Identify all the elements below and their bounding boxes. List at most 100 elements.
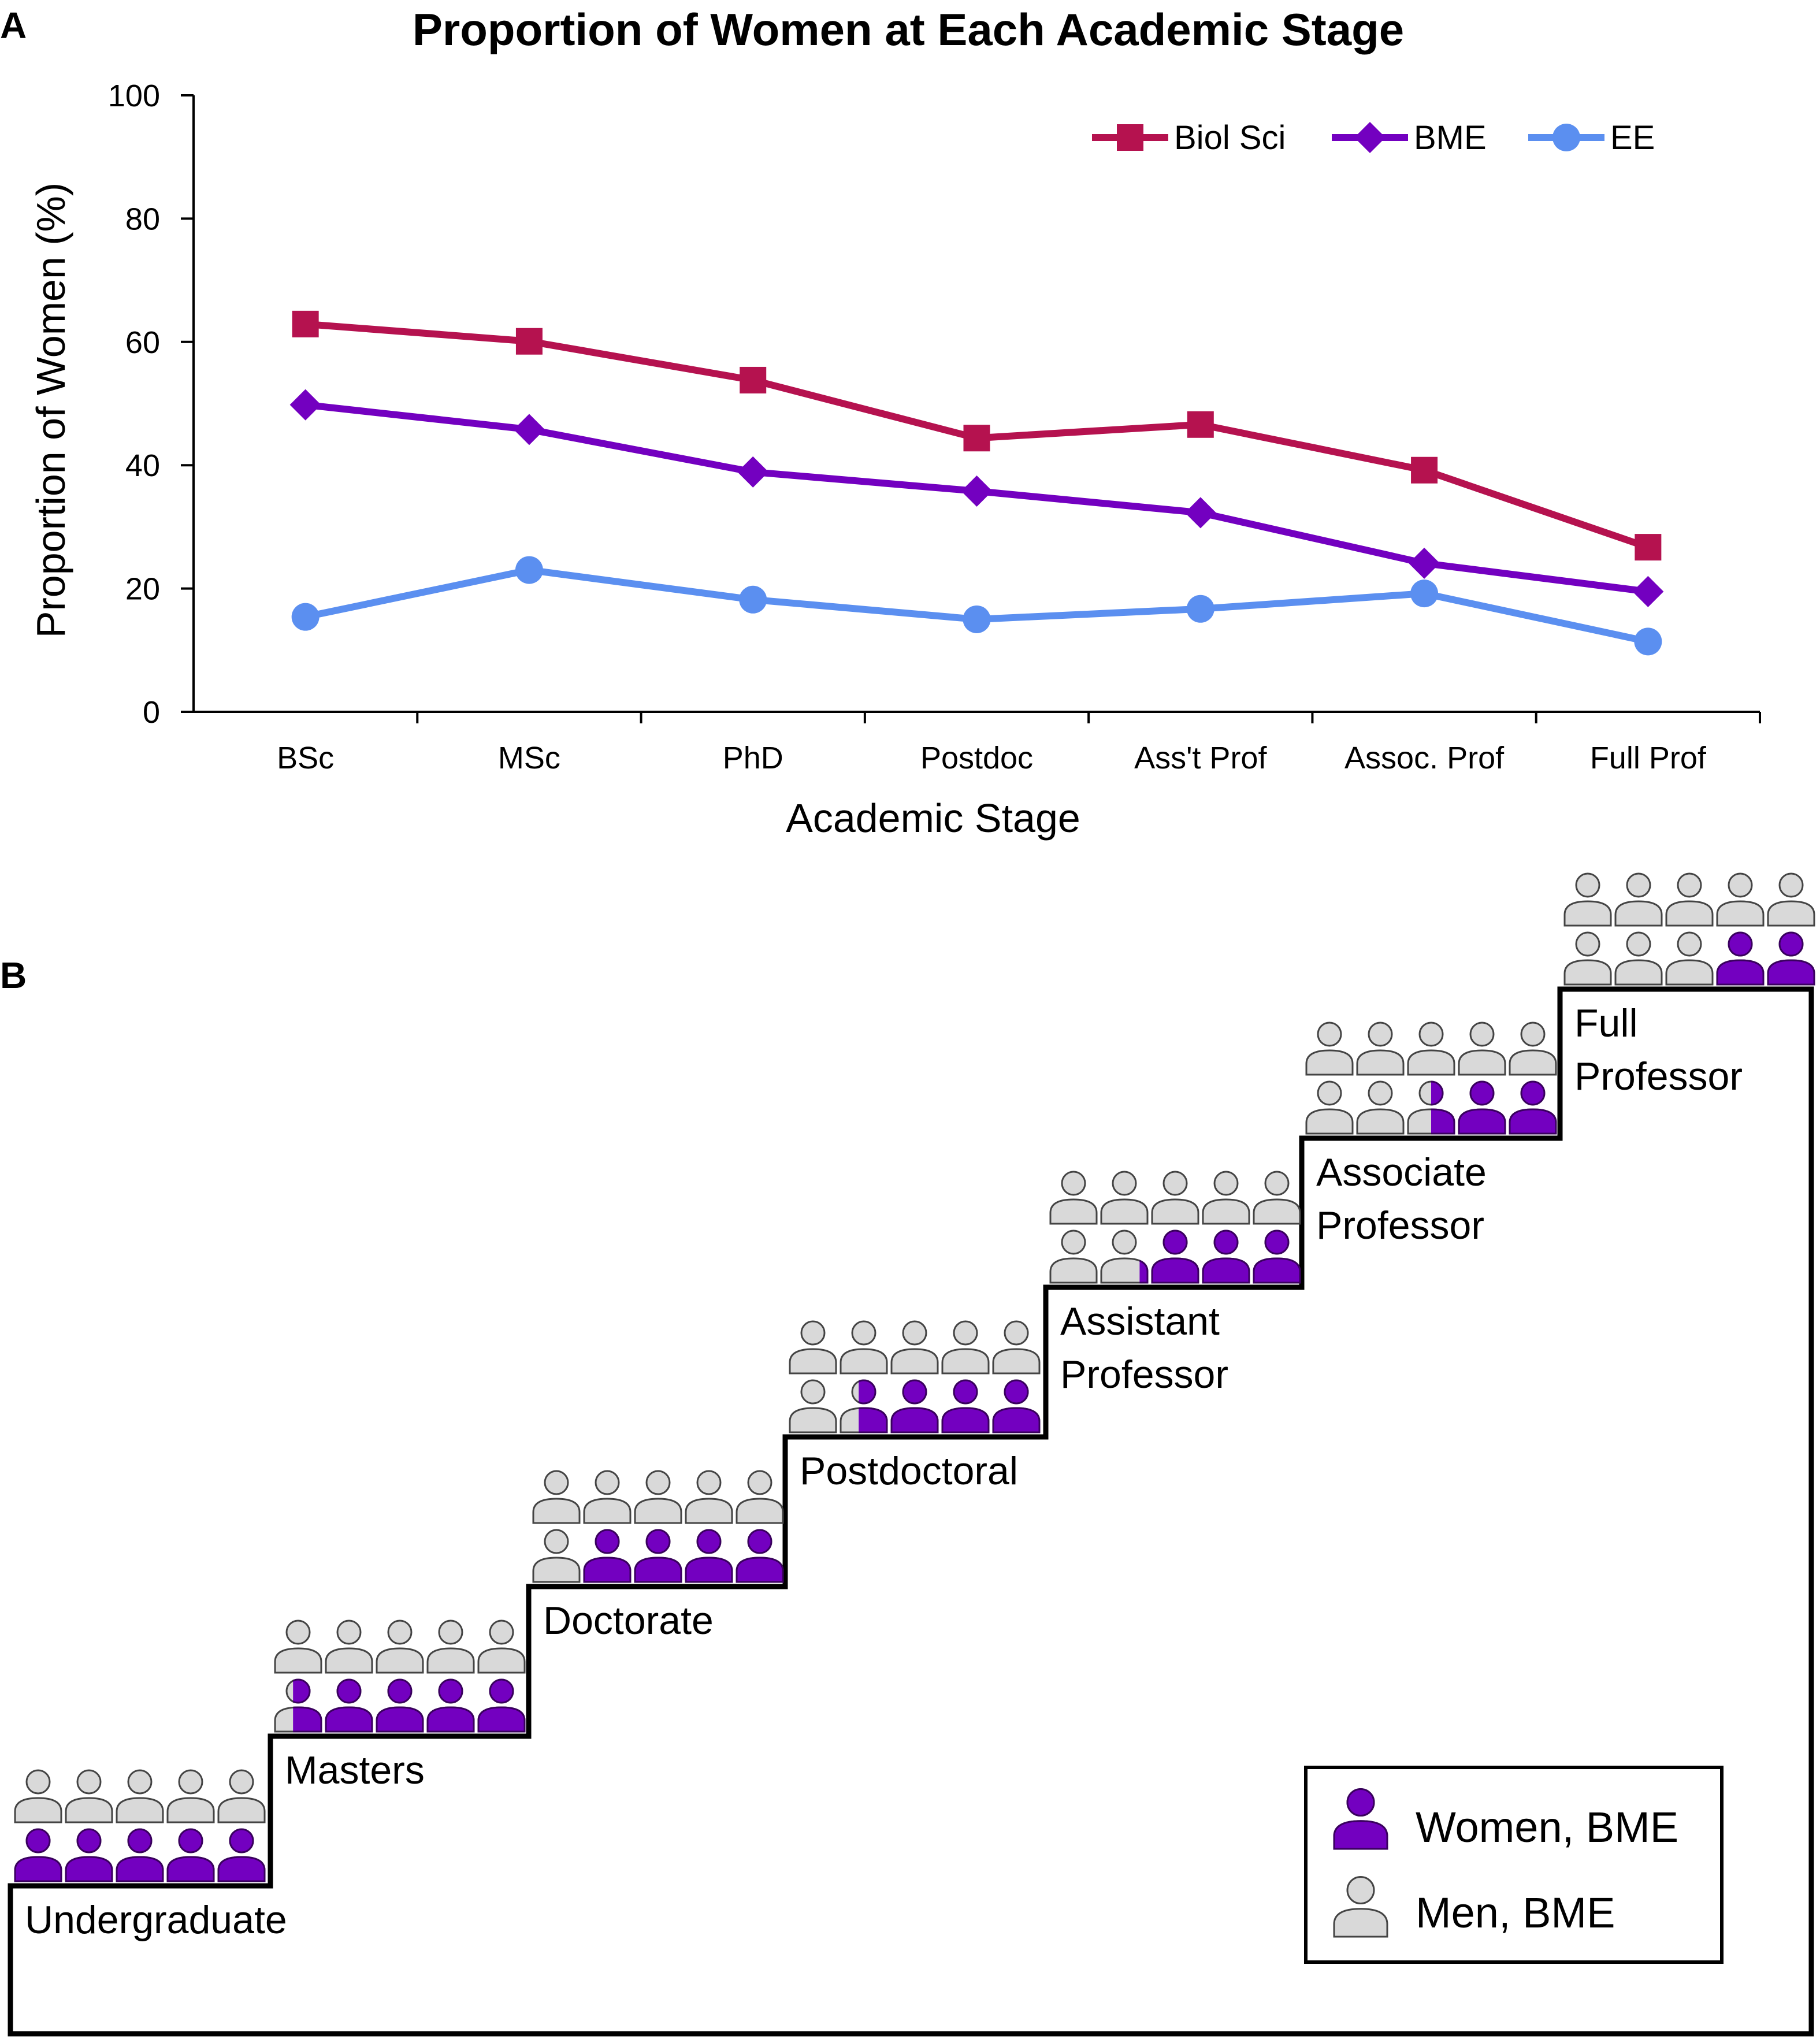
men-person-icon	[890, 1320, 939, 1375]
women-person-icon	[426, 1678, 475, 1733]
men-person-icon	[532, 1529, 581, 1583]
data-point	[963, 605, 991, 633]
men-person-icon	[1665, 931, 1714, 986]
data-point	[1186, 595, 1214, 623]
women-person-icon	[325, 1678, 373, 1733]
stage-step: Associate Professor	[1305, 1021, 1557, 1247]
men-person-icon	[1356, 1021, 1405, 1076]
men-person-icon	[941, 1320, 990, 1375]
y-tick-label: 40	[125, 448, 160, 483]
men-person-icon	[65, 1769, 113, 1823]
men-person-icon	[1665, 872, 1714, 927]
y-tick-label: 60	[125, 325, 160, 360]
legend-women-label: Women, BME	[1416, 1803, 1678, 1851]
men-person-icon	[840, 1320, 888, 1375]
men-person-icon	[1614, 872, 1663, 927]
x-tick-label: MSc	[498, 741, 560, 775]
women-person-icon	[1407, 1080, 1455, 1135]
women-person-icon	[217, 1828, 266, 1882]
x-tick-label: Assoc. Prof	[1344, 741, 1505, 775]
staircase-outline	[8, 986, 1814, 2037]
data-point	[961, 476, 993, 507]
series-ee	[291, 556, 1662, 656]
men-person-icon	[1509, 1021, 1557, 1076]
data-point	[737, 456, 769, 488]
women-person-icon	[840, 1379, 888, 1433]
men-person-icon	[789, 1320, 837, 1375]
women-person-icon	[685, 1529, 733, 1583]
staircase-diagram: Undergraduate Masters Doctorate Postdoctora…	[8, 872, 1815, 2037]
women-person-icon	[14, 1828, 62, 1882]
stage-step: Full Professor	[1563, 872, 1815, 1098]
stage-label: Full	[1574, 1001, 1638, 1045]
stage-label: Doctorate	[543, 1599, 714, 1643]
men-person-icon	[376, 1619, 424, 1674]
legend-marker	[1117, 124, 1143, 151]
legend-label: EE	[1610, 119, 1655, 157]
men-person-icon	[14, 1769, 62, 1823]
men-person-icon	[736, 1470, 784, 1524]
data-point	[513, 414, 545, 445]
women-person-icon	[583, 1529, 632, 1583]
stage-step: Postdoctoral	[789, 1320, 1041, 1493]
data-point	[1632, 575, 1664, 607]
women-person-icon	[274, 1678, 322, 1733]
panel-a-letter: A	[0, 5, 27, 46]
women-person-icon	[1767, 931, 1815, 986]
line-chart: 0 20 40 60 80 100 BSc MSc PhD Postdoc Ass't Prof A…	[28, 79, 1761, 841]
data-point	[1634, 627, 1662, 656]
men-person-icon	[1333, 1876, 1388, 1938]
women-person-icon	[890, 1379, 939, 1433]
women-person-icon	[376, 1678, 424, 1733]
data-point	[515, 556, 543, 584]
panel-b-letter: B	[0, 954, 27, 996]
x-tick-label: Ass't Prof	[1134, 741, 1267, 775]
women-person-icon	[166, 1828, 215, 1882]
x-tick-label: BSc	[277, 741, 334, 775]
legend-label: BME	[1414, 119, 1487, 157]
women-person-icon	[1509, 1080, 1557, 1135]
stage-label: Undergraduate	[25, 1898, 287, 1942]
men-person-icon	[685, 1470, 733, 1524]
women-person-icon	[1253, 1229, 1301, 1284]
data-point	[1411, 456, 1438, 484]
men-person-icon	[1407, 1021, 1455, 1076]
men-person-icon	[274, 1619, 322, 1674]
series-lines	[289, 310, 1664, 656]
data-point	[740, 366, 767, 393]
series-biol-sci	[292, 310, 1662, 561]
stage-label: Postdoctoral	[800, 1449, 1018, 1493]
men-person-icon	[1458, 1021, 1506, 1076]
y-tick-label: 100	[108, 79, 160, 113]
men-person-icon	[583, 1470, 632, 1524]
data-point	[1409, 547, 1440, 579]
men-person-icon	[217, 1769, 266, 1823]
legend-marker	[1552, 124, 1580, 151]
women-person-icon	[1202, 1229, 1250, 1284]
data-point	[1187, 411, 1214, 438]
x-tick-label: Full Prof	[1590, 741, 1707, 775]
women-person-icon	[634, 1529, 682, 1583]
women-person-icon	[1333, 1788, 1388, 1850]
men-person-icon	[477, 1619, 526, 1674]
women-person-icon	[1458, 1080, 1506, 1135]
legend-marker	[1354, 122, 1386, 153]
stage-step: Doctorate	[532, 1470, 784, 1643]
women-person-icon	[1333, 1788, 1388, 1850]
legend-label: Biol Sci	[1174, 119, 1286, 157]
stage-label: Associate	[1316, 1150, 1487, 1194]
data-point	[515, 328, 543, 355]
data-point	[963, 425, 990, 452]
men-person-icon	[1253, 1171, 1301, 1225]
women-person-icon	[992, 1379, 1041, 1433]
series-bme	[289, 389, 1664, 607]
stage-label: Professor	[1316, 1203, 1484, 1247]
stage-label: Professor	[1060, 1353, 1228, 1396]
men-person-icon	[325, 1619, 373, 1674]
men-person-icon	[1614, 931, 1663, 986]
men-person-icon	[1563, 931, 1612, 986]
stage-label: Masters	[285, 1748, 425, 1792]
men-person-icon	[1202, 1171, 1250, 1225]
x-tick-label: PhD	[723, 741, 783, 775]
